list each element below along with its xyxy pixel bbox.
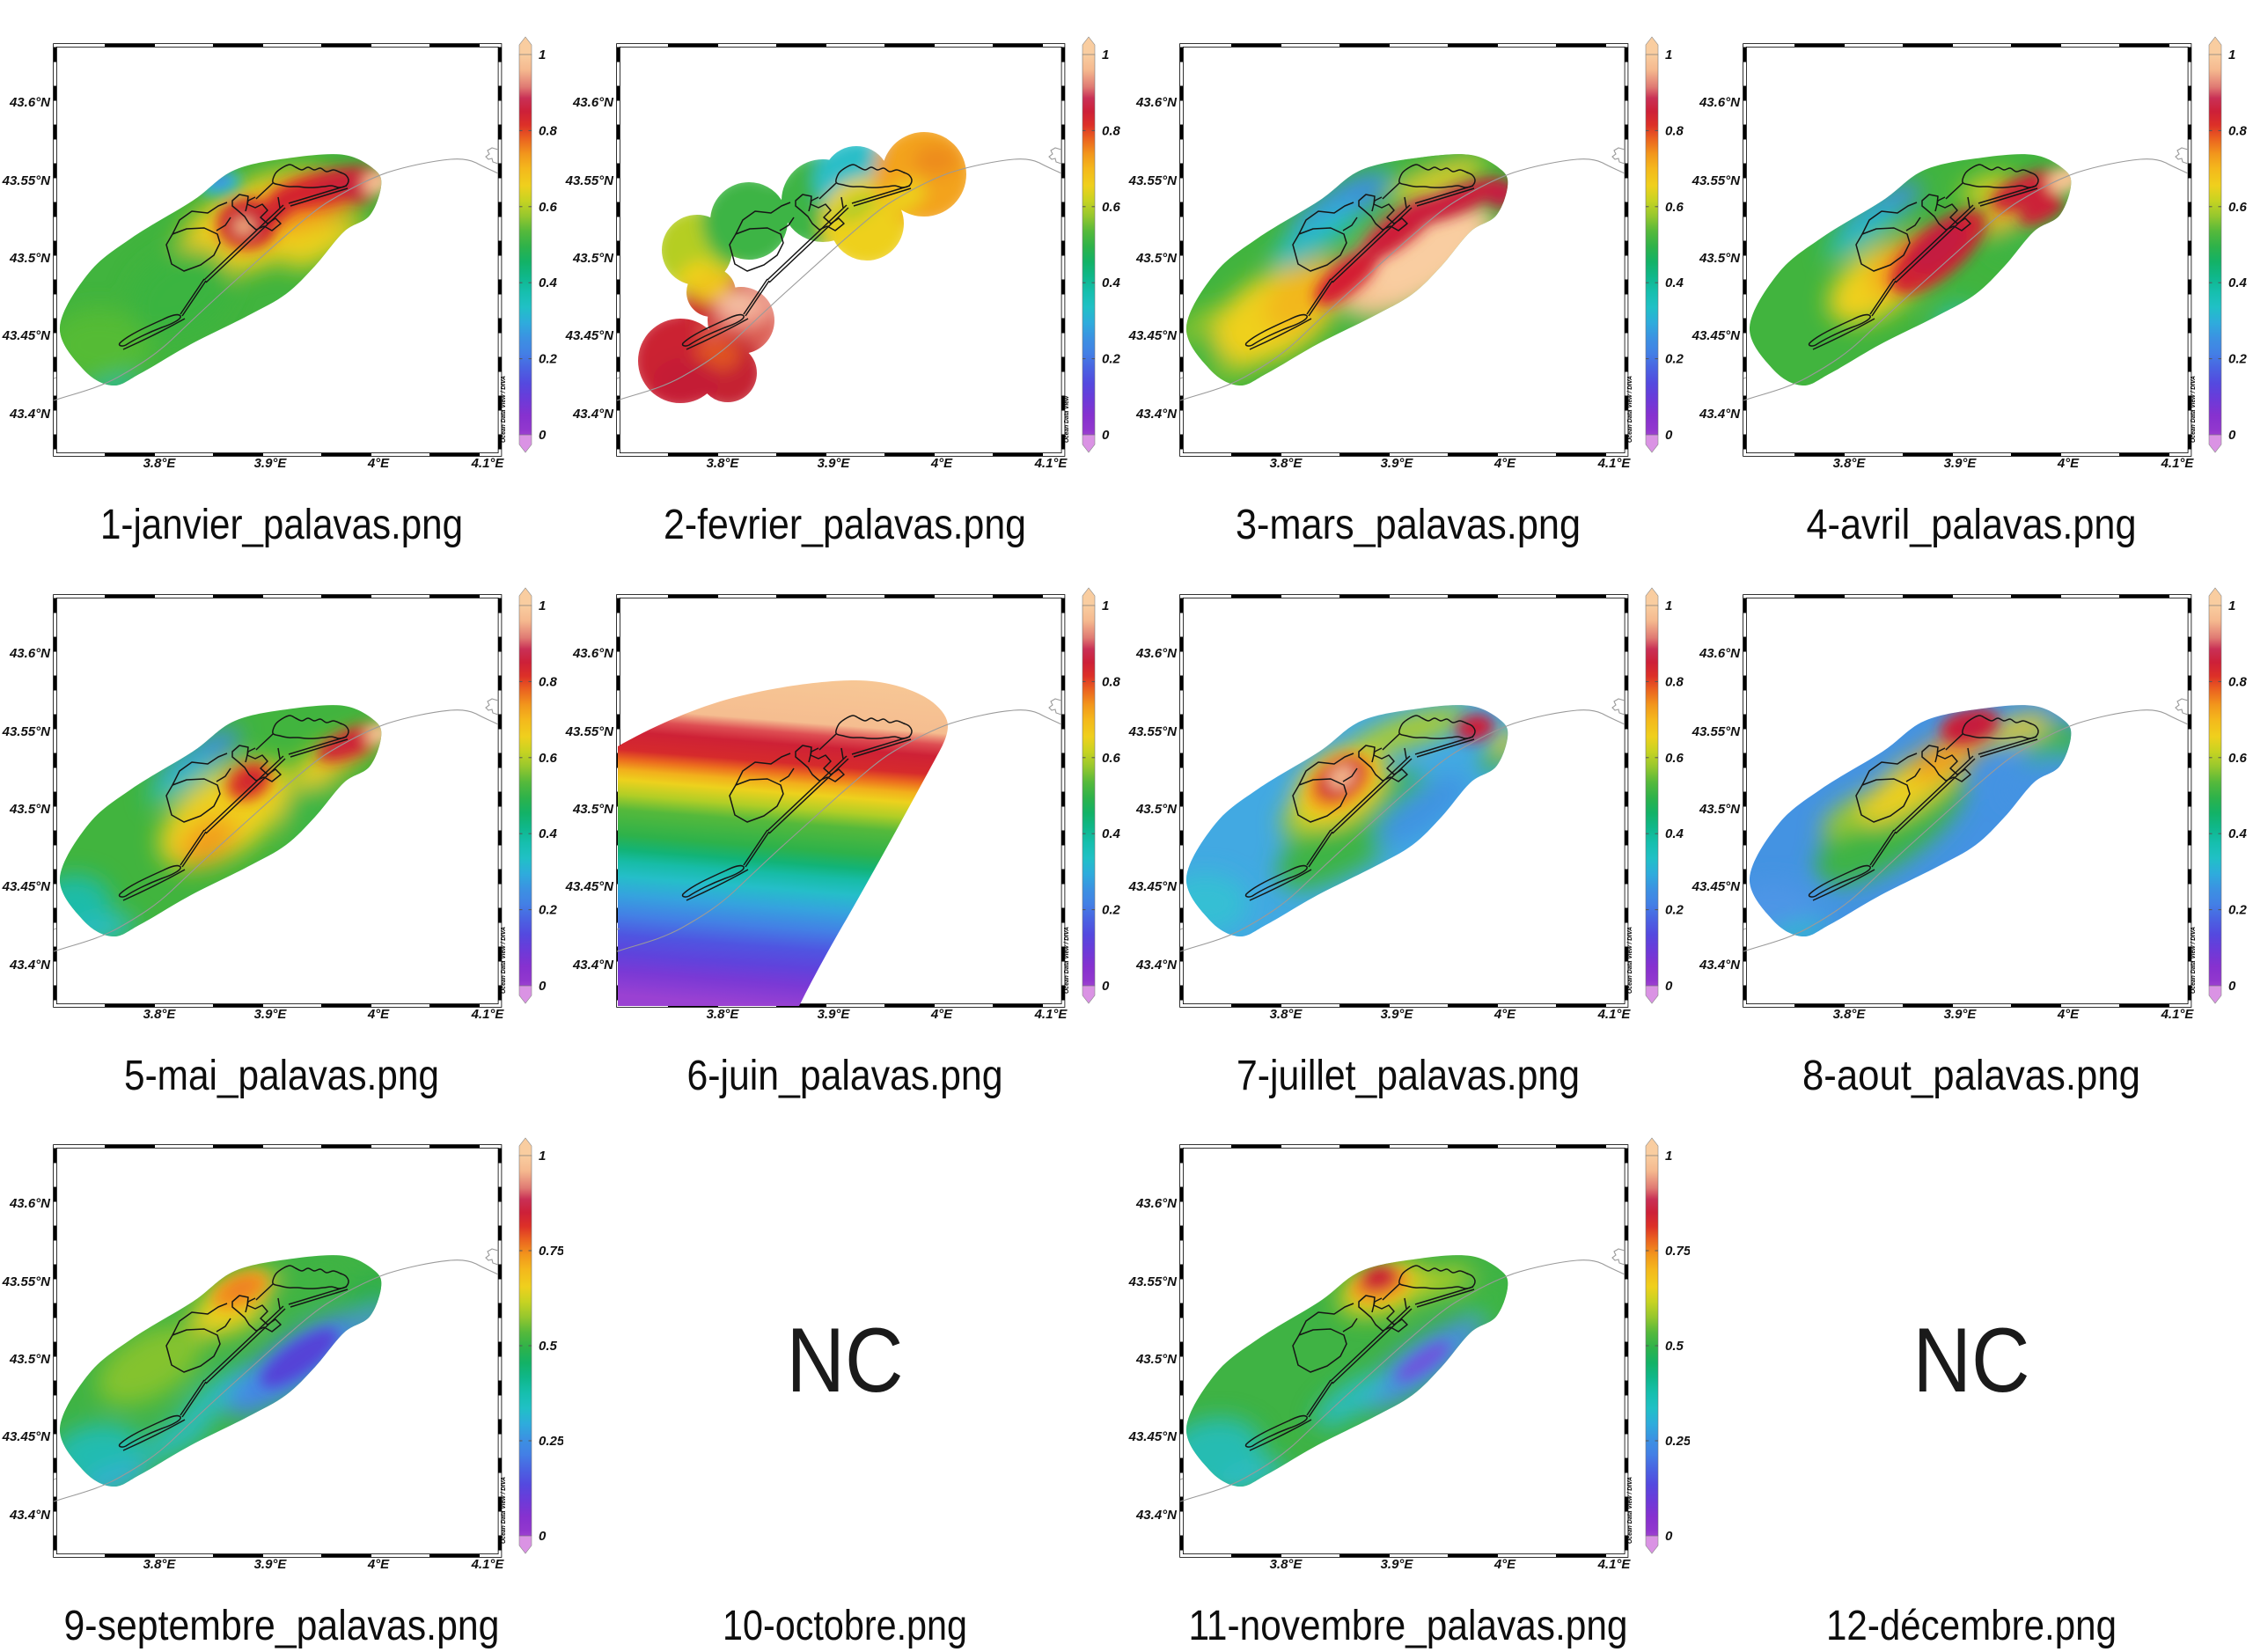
svg-text:Ocean Data View / DIVA: Ocean Data View / DIVA xyxy=(499,376,507,443)
svg-text:5-mai_palavas.png: 5-mai_palavas.png xyxy=(124,1053,439,1099)
svg-text:10-octobre.png: 10-octobre.png xyxy=(723,1603,967,1649)
svg-text:Ocean Data View / DIVA: Ocean Data View / DIVA xyxy=(499,1477,507,1544)
svg-text:3-mars_palavas.png: 3-mars_palavas.png xyxy=(1236,502,1581,548)
svg-text:Ocean Data View / DIVA: Ocean Data View / DIVA xyxy=(1626,376,1633,443)
svg-text:11-novembre_palavas.png: 11-novembre_palavas.png xyxy=(1189,1603,1628,1649)
svg-text:2-fevrier_palavas.png: 2-fevrier_palavas.png xyxy=(664,502,1026,548)
svg-text:9-septembre_palavas.png: 9-septembre_palavas.png xyxy=(64,1603,500,1649)
svg-text:Ocean Data View / DIVA: Ocean Data View / DIVA xyxy=(1062,927,1070,994)
svg-text:7-juillet_palavas.png: 7-juillet_palavas.png xyxy=(1237,1053,1580,1099)
svg-text:NC: NC xyxy=(787,1310,904,1412)
svg-text:6-juin_palavas.png: 6-juin_palavas.png xyxy=(687,1053,1003,1099)
svg-text:Ocean Data View / DIVA: Ocean Data View / DIVA xyxy=(2189,927,2197,994)
svg-text:Ocean Data View / DIVA: Ocean Data View / DIVA xyxy=(2189,376,2197,443)
svg-text:NC: NC xyxy=(1913,1310,2030,1412)
svg-text:Ocean Data View / DIVA: Ocean Data View / DIVA xyxy=(1626,927,1633,994)
svg-text:12-décembre.png: 12-décembre.png xyxy=(1826,1603,2117,1649)
svg-text:Ocean Data View / DIVA: Ocean Data View / DIVA xyxy=(499,927,507,994)
svg-text:Ocean Data View: Ocean Data View xyxy=(1062,395,1070,443)
svg-text:4-avril_palavas.png: 4-avril_palavas.png xyxy=(1807,502,2137,548)
svg-text:1-janvier_palavas.png: 1-janvier_palavas.png xyxy=(100,502,463,548)
svg-text:Ocean Data View / DIVA: Ocean Data View / DIVA xyxy=(1626,1477,1633,1544)
svg-text:8-aout_palavas.png: 8-aout_palavas.png xyxy=(1802,1053,2140,1099)
